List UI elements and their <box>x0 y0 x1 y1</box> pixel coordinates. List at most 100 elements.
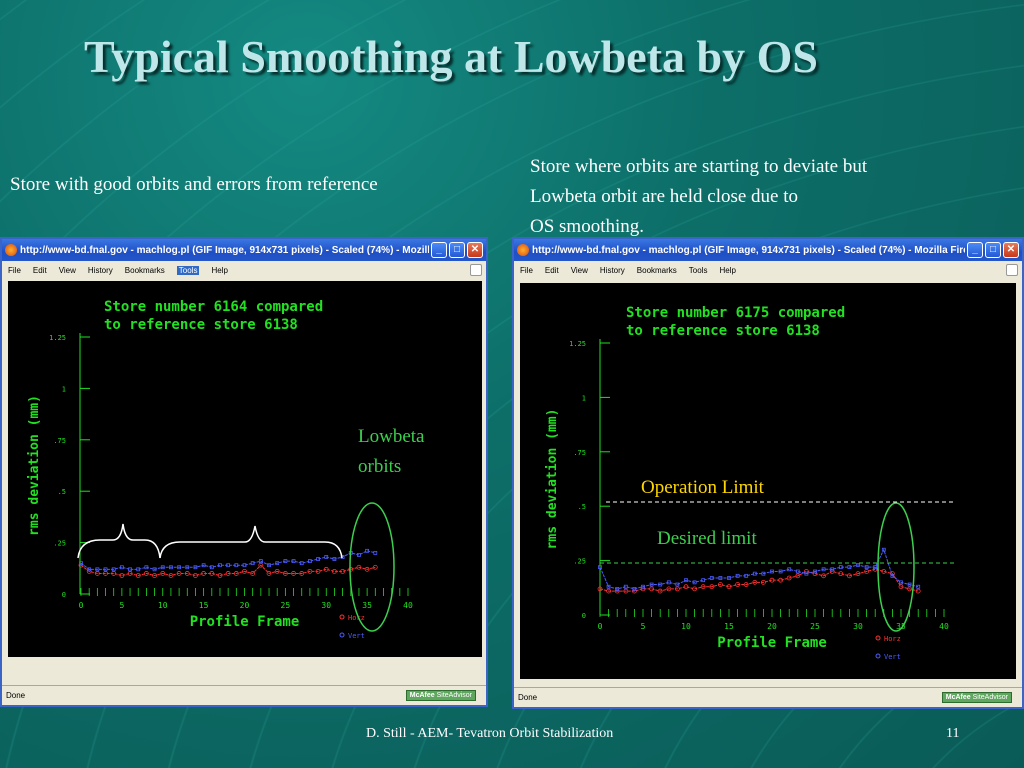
window-titlebar[interactable]: http://www-bd.fnal.gov - machlog.pl (GIF… <box>2 239 486 261</box>
data-point-vert <box>847 565 852 570</box>
data-point-horz <box>855 571 861 577</box>
window-title: http://www-bd.fnal.gov - machlog.pl (GIF… <box>20 244 429 256</box>
plot-image: Store number 6164 compared to reference s… <box>8 281 482 657</box>
data-point-vert <box>727 576 731 580</box>
menu-bookmarks[interactable]: Bookmarks <box>124 265 165 275</box>
minimize-button[interactable]: _ <box>967 242 983 258</box>
data-point-vert <box>718 576 723 580</box>
data-point-vert <box>804 571 809 576</box>
data-point-vert <box>606 584 611 589</box>
data-point-vert <box>242 563 247 568</box>
data-point-horz <box>864 569 870 574</box>
x-tick-label: 5 <box>641 622 646 631</box>
data-point-vert <box>684 578 688 583</box>
data-point-horz <box>135 573 141 578</box>
data-point-vert <box>873 565 878 570</box>
data-point-vert <box>103 567 108 572</box>
y-tick-label: 0 <box>62 591 66 599</box>
menu-tools[interactable]: Tools <box>176 265 200 275</box>
data-point-vert <box>258 559 263 564</box>
data-point-vert <box>666 580 671 585</box>
data-point-horz <box>315 568 321 574</box>
menu-bar: File Edit View History Bookmarks Tools H… <box>514 261 1022 279</box>
data-point-horz <box>649 586 655 592</box>
menu-view[interactable]: View <box>570 265 588 275</box>
legend-label: Horz <box>348 614 365 622</box>
ramp-label-line: orbits <box>95 490 139 511</box>
footer-text: D. Still - AEM- Tevatron Orbit Stabiliza… <box>366 726 614 741</box>
data-point-vert <box>658 582 663 587</box>
data-point-horz <box>242 568 247 574</box>
data-point-horz <box>743 582 749 587</box>
plot-title-line: to reference store 6138 <box>104 317 298 333</box>
menu-file[interactable]: File <box>520 265 533 275</box>
y-tick-label: 0 <box>582 612 586 620</box>
close-button[interactable]: ✕ <box>467 242 483 258</box>
ramp-annotation: Ramp orbits <box>95 456 140 516</box>
plot-title-line: Store number 6164 compared <box>104 299 323 315</box>
data-point-horz <box>606 588 611 594</box>
plot-title-line: Store number 6175 compared <box>626 305 845 321</box>
data-point-horz <box>795 573 801 579</box>
window-titlebar[interactable]: http://www-bd.fnal.gov - machlog.pl (GIF… <box>514 239 1022 261</box>
menu-view[interactable]: View <box>58 265 76 275</box>
data-point-horz <box>692 586 698 592</box>
data-point-horz <box>700 584 706 590</box>
data-point-horz <box>119 573 125 578</box>
data-point-horz <box>674 586 680 592</box>
menu-edit[interactable]: Edit <box>544 265 559 275</box>
menu-help[interactable]: Help <box>211 265 228 275</box>
data-point-vert <box>136 567 141 572</box>
status-bar: Done McAfee SiteAdvisor <box>514 687 1022 707</box>
data-point-vert <box>209 565 214 570</box>
menu-file[interactable]: File <box>8 265 21 275</box>
data-point-horz <box>760 579 766 585</box>
data-point-horz <box>726 584 732 590</box>
data-point-horz <box>623 588 629 594</box>
data-point-vert <box>821 567 826 572</box>
menu-tools[interactable]: Tools <box>688 265 708 275</box>
data-point-vert <box>701 578 706 583</box>
data-point-vert <box>692 580 697 585</box>
data-point-horz <box>821 573 827 579</box>
maximize-button[interactable]: □ <box>985 242 1001 258</box>
menu-bar: File Edit View History Bookmarks Tools H… <box>2 261 486 279</box>
x-tick-label: 25 <box>281 601 291 610</box>
data-point-horz <box>152 573 157 578</box>
x-tick-label: 20 <box>240 601 250 610</box>
maximize-button[interactable]: □ <box>449 242 465 258</box>
data-point-horz <box>657 588 663 594</box>
y-axis-label: rms deviation (mm) <box>27 395 42 536</box>
data-point-vert <box>226 563 231 568</box>
close-button[interactable]: ✕ <box>1003 242 1019 258</box>
menu-bookmarks[interactable]: Bookmarks <box>636 265 677 275</box>
data-point-horz <box>168 573 174 578</box>
squeeze-label-line: orbits <box>197 492 241 513</box>
data-point-horz <box>217 573 223 578</box>
data-point-horz <box>160 571 166 576</box>
y-tick-label: .25 <box>53 540 66 548</box>
menu-help[interactable]: Help <box>719 265 736 275</box>
data-point-horz <box>111 571 117 576</box>
menu-history[interactable]: History <box>87 265 113 275</box>
y-tick-label: .5 <box>578 503 586 511</box>
siteadvisor-badge[interactable]: McAfee SiteAdvisor <box>405 690 476 701</box>
x-tick-label: 5 <box>119 601 124 610</box>
page-number: 11 <box>946 726 960 741</box>
data-point-vert <box>291 559 296 564</box>
data-point-vert <box>169 565 173 570</box>
data-point-vert <box>267 563 271 568</box>
plot-title-line: to reference store 6138 <box>626 323 820 339</box>
y-tick-label: 1 <box>582 394 586 402</box>
data-point-vert <box>152 567 157 572</box>
x-axis-label: Profile Frame <box>190 614 300 630</box>
data-point-vert <box>185 565 190 570</box>
data-point-vert <box>87 567 92 572</box>
menu-edit[interactable]: Edit <box>32 265 47 275</box>
menu-history[interactable]: History <box>599 265 625 275</box>
data-point-horz <box>103 571 108 576</box>
x-tick-label: 15 <box>724 622 734 631</box>
minimize-button[interactable]: _ <box>431 242 447 258</box>
legend-marker <box>339 614 345 620</box>
siteadvisor-badge[interactable]: McAfee SiteAdvisor <box>941 692 1012 703</box>
